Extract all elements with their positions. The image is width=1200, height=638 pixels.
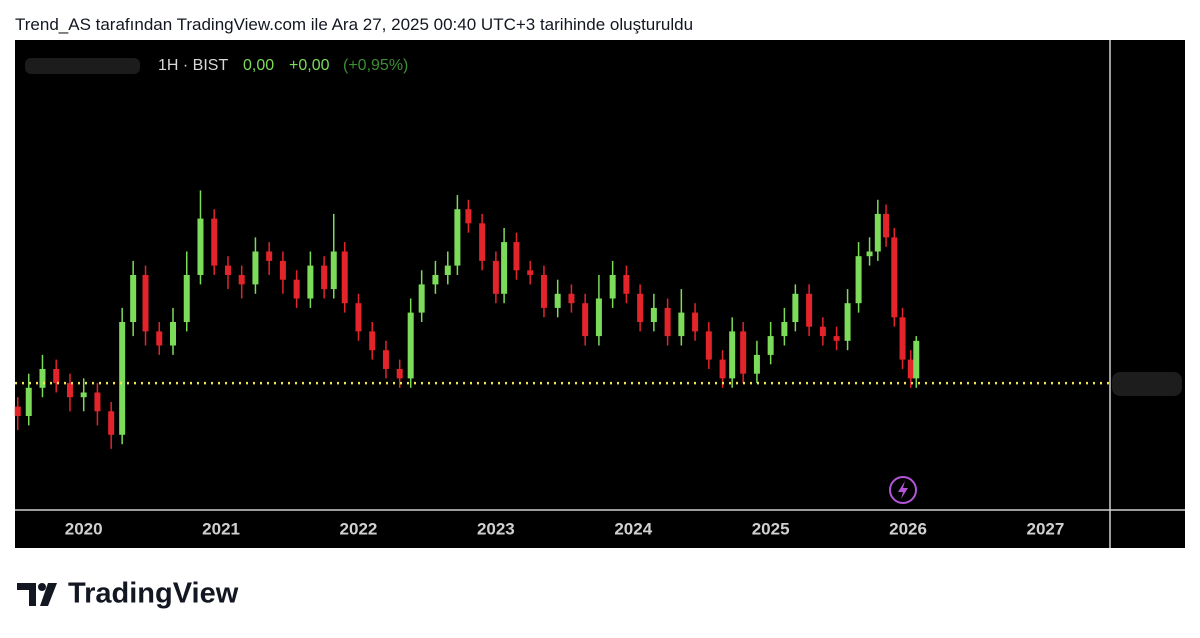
- candle-body: [554, 293, 561, 308]
- candle-body: [729, 331, 736, 379]
- candle-body: [279, 260, 286, 280]
- candle-body: [444, 265, 451, 275]
- candle-body: [53, 369, 60, 384]
- legend-price: 0,00: [243, 57, 274, 74]
- candle-body: [907, 359, 914, 379]
- candle-body: [94, 392, 101, 412]
- x-tick-label: 2020: [65, 519, 103, 538]
- candle-body: [156, 331, 163, 346]
- candle-body: [513, 242, 520, 271]
- candle-body: [119, 322, 126, 435]
- blurred-price-label: [1112, 372, 1182, 396]
- candle-body: [501, 242, 508, 294]
- candle-body: [913, 340, 920, 379]
- candle-body: [874, 213, 881, 252]
- candle-body: [740, 331, 747, 374]
- candle-body: [432, 275, 439, 285]
- candle-body: [623, 275, 630, 294]
- candle-body: [80, 392, 87, 398]
- candle-body: [293, 279, 300, 299]
- candle-body: [39, 369, 46, 388]
- candle-body: [568, 293, 575, 304]
- candle-body: [130, 275, 137, 322]
- header-title: Trend_AS tarafından TradingView.com ile …: [15, 15, 694, 34]
- candle-body: [321, 265, 328, 290]
- candle-body: [637, 293, 644, 322]
- candle-body: [330, 251, 337, 290]
- candle-body: [806, 293, 813, 327]
- candle-body: [855, 256, 862, 304]
- candle-body: [792, 293, 799, 322]
- candle-body: [650, 307, 657, 322]
- candle-body: [692, 312, 699, 332]
- candle-body: [678, 312, 685, 337]
- candle-body: [664, 307, 671, 337]
- candle-body: [14, 406, 21, 416]
- candle-body: [582, 303, 589, 337]
- brand-name: TradingView: [68, 578, 239, 610]
- brand-logo: [17, 583, 57, 606]
- candle-body: [266, 251, 273, 261]
- lightning-icon[interactable]: [889, 476, 917, 504]
- candle-body: [767, 336, 774, 355]
- candle-body: [454, 209, 461, 266]
- legend-interval: 1H · BIST: [158, 57, 228, 74]
- candle-body: [844, 303, 851, 341]
- candle-body: [719, 359, 726, 379]
- candle-body: [418, 284, 425, 313]
- x-tick-label: 2021: [202, 519, 240, 538]
- candle-body: [492, 260, 499, 294]
- candle-body: [899, 317, 906, 360]
- candle-body: [883, 213, 890, 238]
- candle-body: [595, 298, 602, 337]
- candle-body: [396, 369, 403, 379]
- candle-body: [369, 331, 376, 351]
- candle-body: [479, 223, 486, 261]
- legend-change: +0,00: [289, 57, 330, 74]
- candle-body: [753, 354, 760, 374]
- candle-body: [705, 331, 712, 360]
- legend-change-percent: (+0,95%): [343, 57, 408, 74]
- candle-body: [407, 312, 414, 379]
- candle-body: [382, 350, 389, 369]
- candle-body: [891, 237, 898, 318]
- candle-body: [197, 218, 204, 275]
- candle-body: [142, 275, 149, 332]
- candle-body: [238, 275, 245, 285]
- candle-body: [183, 275, 190, 322]
- x-tick-label: 2022: [340, 519, 378, 538]
- candle-body: [169, 322, 176, 346]
- candle-body: [355, 303, 362, 332]
- x-tick-label: 2025: [752, 519, 790, 538]
- candle-body: [819, 326, 826, 337]
- x-tick-label: 2027: [1027, 519, 1065, 538]
- candle-body: [211, 218, 218, 266]
- candle-body: [540, 275, 547, 308]
- candle-body: [66, 383, 73, 398]
- candle-body: [25, 387, 32, 416]
- candle-body: [108, 411, 115, 435]
- candle-body: [781, 322, 788, 337]
- x-tick-label: 2024: [614, 519, 652, 538]
- candle-body: [527, 270, 534, 275]
- candle-body: [307, 265, 314, 299]
- candle-body: [252, 251, 259, 285]
- x-tick-label: 2023: [477, 519, 515, 538]
- candle-body: [224, 265, 231, 275]
- x-tick-label: 2026: [889, 519, 927, 538]
- candle-body: [341, 251, 348, 304]
- candle-body: [465, 209, 472, 224]
- candle-body: [833, 336, 840, 341]
- candle-body: [609, 275, 616, 299]
- chart-background: [15, 40, 1185, 548]
- candle-body: [866, 251, 873, 257]
- blurred-symbol: [25, 58, 140, 74]
